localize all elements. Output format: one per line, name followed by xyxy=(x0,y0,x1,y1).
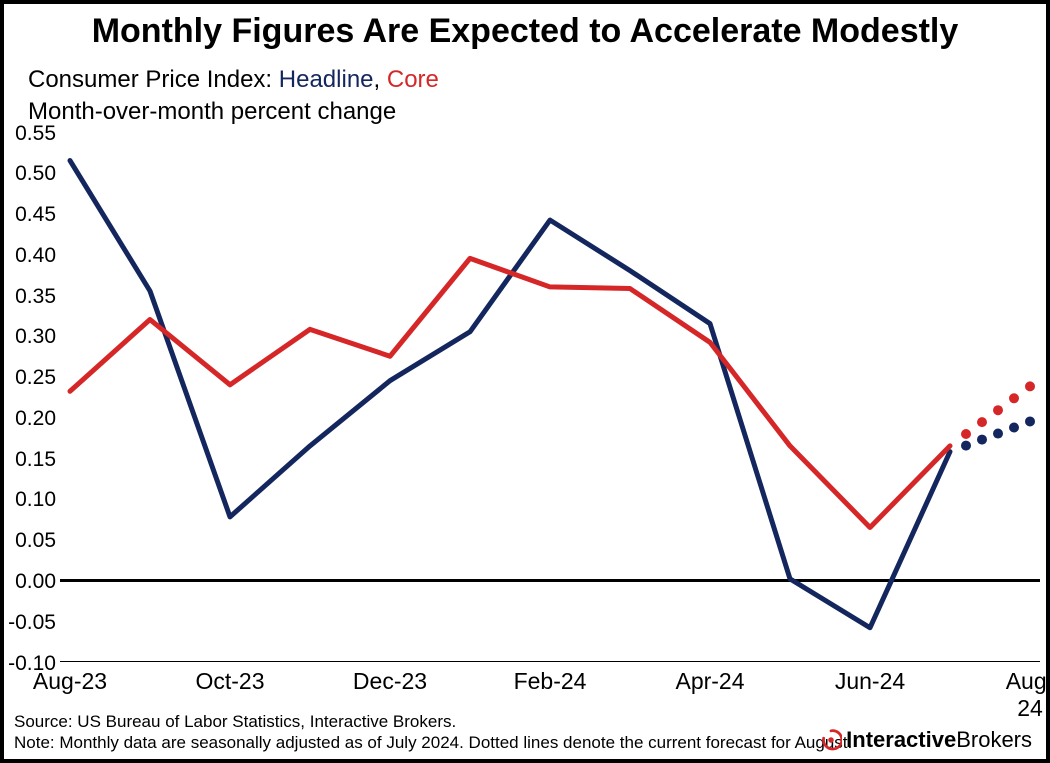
forecast-dot-core xyxy=(1025,381,1035,391)
subtitle2-text: Month-over-month percent change xyxy=(28,98,396,125)
brand-text-2: Brokers xyxy=(956,727,1032,752)
y-tick-label: 0.20 xyxy=(0,407,56,431)
brand-spiral-dot xyxy=(828,737,834,743)
y-tick-label: 0.30 xyxy=(0,325,56,349)
forecast-dot-core xyxy=(993,405,1003,415)
forecast-dot-headline xyxy=(961,441,971,451)
subtitle-sep: , xyxy=(374,66,387,93)
forecast-dot-core xyxy=(961,429,971,439)
chart-subtitle-2: Month-over-month percent change xyxy=(28,98,396,126)
y-tick-label: 0.10 xyxy=(0,488,56,512)
x-tick-label: Jun-24 xyxy=(835,668,905,695)
y-tick-label: 0.35 xyxy=(0,285,56,309)
y-tick-label: 0.00 xyxy=(0,570,56,594)
legend-core-label: Core xyxy=(387,66,439,93)
forecast-dot-headline xyxy=(977,435,987,445)
forecast-dot-headline xyxy=(1009,422,1019,432)
series-line-core xyxy=(70,258,950,527)
y-tick-label: 0.15 xyxy=(0,448,56,472)
y-tick-label: 0.45 xyxy=(0,203,56,227)
x-tick-label: Aug-24 xyxy=(1006,668,1050,722)
brand-spiral-icon xyxy=(820,729,842,751)
brand-text-1: Interactive xyxy=(846,727,956,752)
y-tick-label: 0.25 xyxy=(0,366,56,390)
x-tick-label: Dec-23 xyxy=(353,668,427,695)
y-tick-label: 0.55 xyxy=(0,122,56,146)
chart-title: Monthly Figures Are Expected to Accelera… xyxy=(4,12,1046,51)
brand-text: InteractiveBrokers xyxy=(846,727,1032,753)
footer-source: Source: US Bureau of Labor Statistics, I… xyxy=(14,711,852,732)
forecast-dot-core xyxy=(1009,393,1019,403)
x-tick-label: Feb-24 xyxy=(514,668,587,695)
forecast-dot-core xyxy=(977,417,987,427)
chart-footer: Source: US Bureau of Labor Statistics, I… xyxy=(14,711,852,754)
chart-frame: Monthly Figures Are Expected to Accelera… xyxy=(0,0,1050,763)
subtitle-prefix: Consumer Price Index: xyxy=(28,66,279,93)
chart-subtitle-1: Consumer Price Index: Headline, Core xyxy=(28,66,439,94)
legend-headline-label: Headline xyxy=(279,66,374,93)
x-tick-label: Oct-23 xyxy=(195,668,264,695)
forecast-dot-headline xyxy=(1025,416,1035,426)
series-line-headline xyxy=(70,161,950,628)
y-tick-label: 0.05 xyxy=(0,529,56,553)
forecast-dot-headline xyxy=(993,429,1003,439)
footer-note: Note: Monthly data are seasonally adjust… xyxy=(14,732,852,753)
y-tick-label: -0.05 xyxy=(0,611,56,635)
x-tick-label: Aug-23 xyxy=(33,668,107,695)
chart-title-text: Monthly Figures Are Expected to Accelera… xyxy=(92,12,959,50)
x-tick-label: Apr-24 xyxy=(675,668,744,695)
chart-svg xyxy=(60,132,1040,662)
brand-logo-block: InteractiveBrokers xyxy=(820,727,1032,753)
y-tick-label: 0.50 xyxy=(0,162,56,186)
y-tick-label: 0.40 xyxy=(0,244,56,268)
